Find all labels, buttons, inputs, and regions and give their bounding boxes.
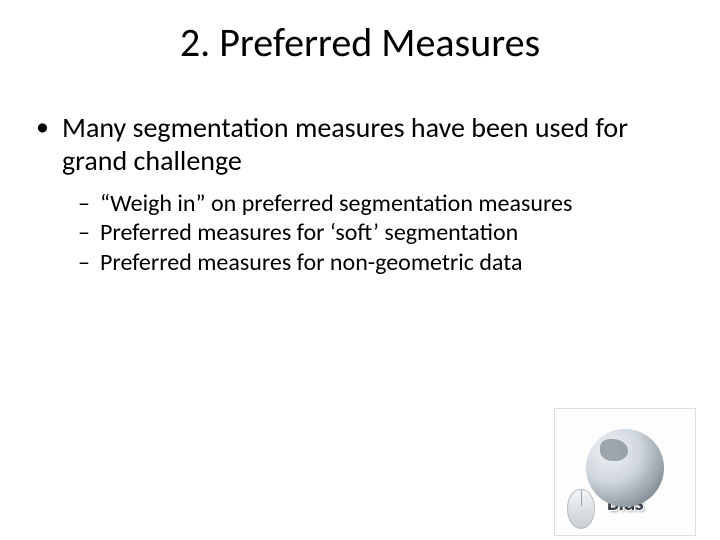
slide: 2. Preferred Measures Many segmentation … (0, 18, 720, 540)
bids-image: Bids (554, 408, 696, 536)
bullet-level1: Many segmentation measures have been use… (34, 111, 686, 177)
bullet-level2-group: “Weigh in” on preferred segmentation mea… (34, 189, 686, 277)
bullet-level2: “Weigh in” on preferred segmentation mea… (78, 189, 686, 218)
mouse-icon (567, 489, 595, 529)
slide-title: 2. Preferred Measures (0, 18, 720, 67)
bullet-level2: Preferred measures for ‘soft’ segmentati… (78, 218, 686, 247)
bullet-level2: Preferred measures for non-geometric dat… (78, 248, 686, 277)
globe-icon (586, 429, 664, 507)
slide-body: Many segmentation measures have been use… (0, 111, 720, 277)
